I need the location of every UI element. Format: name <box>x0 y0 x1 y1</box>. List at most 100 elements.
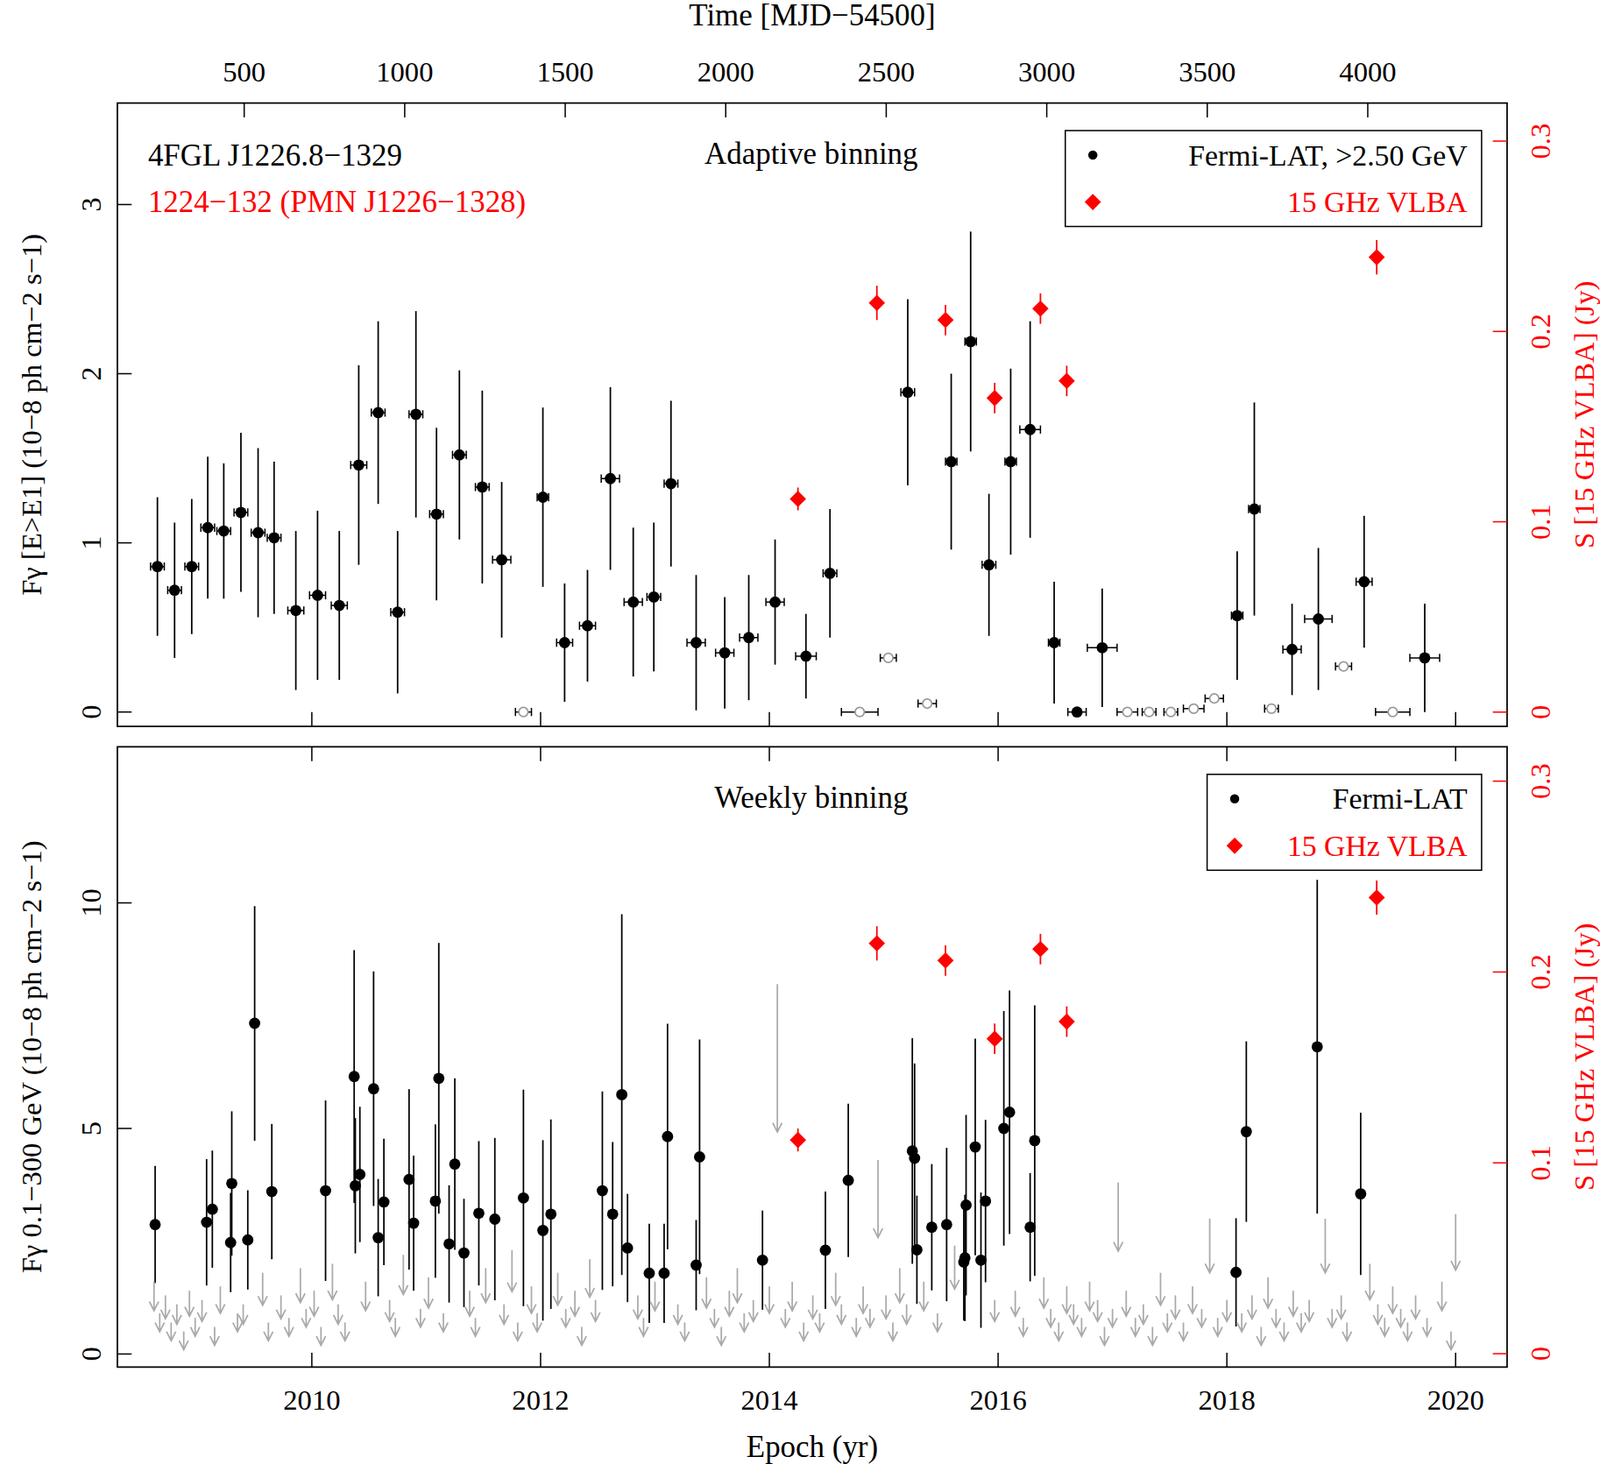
x-tick <box>1454 1352 1457 1367</box>
point <box>665 478 677 490</box>
x-error-cap <box>733 648 736 657</box>
point <box>476 481 489 493</box>
point <box>719 647 731 659</box>
x-error-cap <box>280 533 283 542</box>
diamond <box>986 389 1004 407</box>
upper-limit-arrow <box>1237 1313 1247 1332</box>
x-error-cap <box>198 562 200 571</box>
point <box>241 1234 254 1247</box>
y-tick <box>117 711 132 714</box>
x-error-cap <box>309 591 312 600</box>
series <box>789 240 1385 510</box>
diamond <box>789 490 807 508</box>
upper-limit-arrow <box>638 1317 648 1337</box>
x2-tick <box>1366 103 1369 118</box>
x2-tick-label: 1500 <box>536 56 594 88</box>
point <box>353 459 365 471</box>
upper-limit-arrow <box>309 1290 319 1317</box>
point <box>353 1168 366 1181</box>
x-error-cap <box>465 451 468 460</box>
series <box>149 879 1367 1328</box>
upper-limit-arrow <box>650 1281 659 1311</box>
point <box>311 589 324 602</box>
x-error-cap <box>879 653 882 662</box>
x-error-cap <box>1154 707 1157 716</box>
x-error-cap <box>1408 653 1411 662</box>
y-tick <box>117 1353 132 1356</box>
point <box>517 1192 530 1204</box>
x2-tick-label: 2000 <box>697 56 755 88</box>
point <box>604 473 616 485</box>
x-error-cap <box>895 653 898 662</box>
upper-limit-arrow <box>836 1304 846 1325</box>
point <box>495 554 508 567</box>
x-error-cap <box>841 707 843 716</box>
diamond <box>1368 248 1386 266</box>
y-tick-label: 1 <box>75 535 107 550</box>
point <box>596 1185 609 1197</box>
point <box>960 1199 972 1211</box>
point <box>559 637 571 649</box>
open-point <box>1144 707 1154 716</box>
series <box>515 653 1410 717</box>
y2-tick <box>1493 140 1508 142</box>
upper-limit-arrow <box>233 1313 242 1332</box>
upper-limit-arrow <box>901 1304 911 1325</box>
point <box>769 596 781 609</box>
legend: Fermi-LAT15 GHz VLBA <box>1207 774 1482 871</box>
x-error-cap <box>641 598 644 607</box>
x-error-cap <box>370 408 373 417</box>
upper-limit-arrow <box>764 1286 774 1314</box>
x-error-cap <box>913 388 916 397</box>
y2-tick <box>1493 521 1508 524</box>
upper-limit-arrow <box>465 1290 475 1317</box>
x-error-cap <box>429 509 432 518</box>
point <box>431 508 443 520</box>
point <box>1240 1125 1253 1138</box>
diamond <box>1058 372 1076 390</box>
upper-limit-arrow <box>949 1246 959 1289</box>
y2-tick-label: 0.3 <box>1524 123 1557 160</box>
upper-limit-arrow <box>560 1309 570 1328</box>
x-error-cap <box>250 528 253 537</box>
x-tick-label: 2018 <box>1198 1384 1256 1416</box>
x2-tick-label: 3000 <box>1018 56 1076 88</box>
upper-limit-arrow <box>507 1250 517 1292</box>
point <box>391 606 404 618</box>
x-error-cap <box>579 622 581 631</box>
upper-limit-arrow <box>155 1313 164 1332</box>
upper-limit-arrow <box>215 1286 225 1314</box>
upper-limit-arrow <box>1170 1295 1180 1320</box>
x-tick-label: 2010 <box>283 1384 340 1416</box>
point <box>378 1196 390 1209</box>
x-error-cap <box>229 526 232 535</box>
upper-limit-arrow <box>701 1277 711 1309</box>
point <box>252 527 264 539</box>
x-error-cap <box>623 598 625 607</box>
point <box>743 631 755 644</box>
x2-tick <box>564 103 567 118</box>
x2-tick <box>724 103 727 118</box>
upper-limit-arrow <box>807 1295 817 1320</box>
x2-tick-label: 3500 <box>1178 56 1236 88</box>
upper-limit-arrow <box>361 1281 370 1311</box>
legend-label: Fermi-LAT, >2.50 GeV <box>1188 139 1467 172</box>
upper-limit-arrow <box>190 1317 199 1337</box>
y-tick <box>117 373 132 376</box>
annotation: 1224−132 (PMN J1226−1328) <box>148 184 526 220</box>
x-error-cap <box>442 509 445 518</box>
upper-limit-arrow <box>197 1300 206 1323</box>
upper-limit-arrow <box>679 1322 689 1341</box>
upper-limit-arrow <box>1107 1309 1117 1328</box>
point <box>842 1175 855 1187</box>
point <box>537 491 549 503</box>
diamond <box>789 1132 807 1149</box>
upper-limit-arrow <box>739 1313 749 1332</box>
annotation: 4FGL J1226.8−1329 <box>148 138 403 173</box>
legend: Fermi-LAT, >2.50 GeV 15 GHz VLBA <box>1065 130 1482 227</box>
point <box>449 1158 461 1170</box>
x-error-cap <box>1374 707 1377 716</box>
point <box>432 1072 445 1084</box>
legend-label: 15 GHz VLBA <box>1287 185 1468 219</box>
upper-limit-arrow <box>1069 1304 1078 1325</box>
